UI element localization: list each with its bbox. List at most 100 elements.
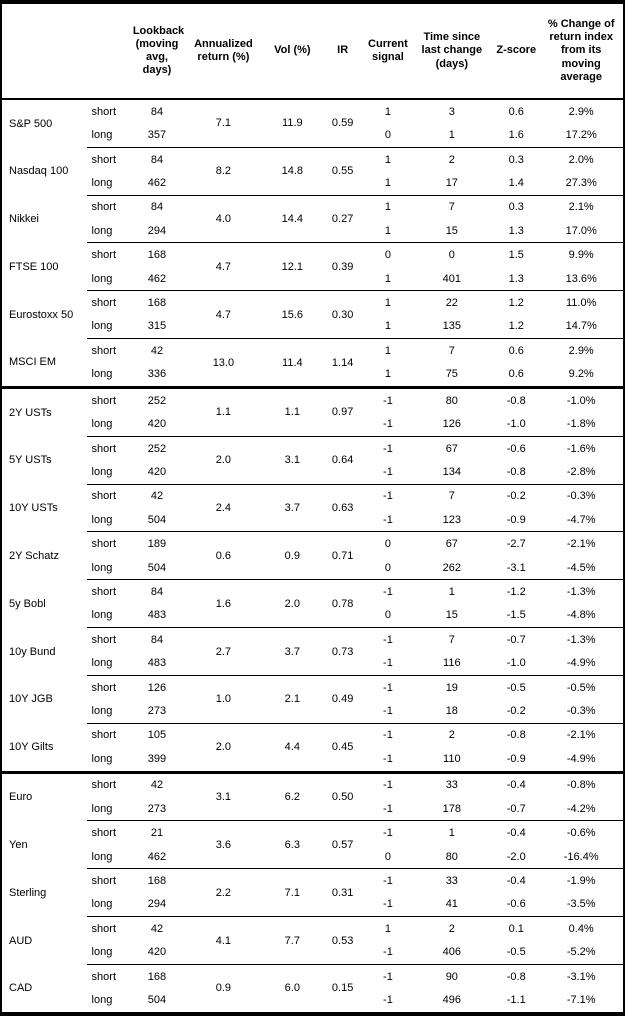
ir-cell: 0.39 (320, 242, 366, 291)
annualized-return-cell: 0.6 (182, 531, 265, 580)
row-label-cell: short (86, 483, 132, 509)
pct-change-cell: -1.3% (539, 627, 624, 652)
time-since-cell: 22 (410, 290, 494, 315)
asset-row-short: 2Y Schatz short 189 0.6 0.9 0.71 0 67 -2.7 -2.1% (1, 531, 624, 580)
vol-cell: 6.2 (264, 770, 320, 821)
pct-change-cell: -3.5% (566, 898, 596, 911)
row-label-cell: short (86, 963, 132, 989)
pct-change-cell: -5.2% (566, 946, 596, 959)
asset-name-cell: 5Y USTs (9, 454, 52, 467)
annualized-return-cell: 8.2 (182, 146, 265, 196)
row-label-cell: long (91, 752, 113, 765)
lookback-cell: 294 (147, 898, 167, 911)
asset-row-long: long 504 -1 123 -0.9 -4.7% (1, 508, 624, 532)
ir-cell: 0.45 (320, 722, 366, 773)
time-since-cell: 67 (410, 435, 494, 461)
annualized-return-cell: 3.6 (182, 820, 265, 869)
ir-cell: 0.27 (320, 194, 366, 243)
time-since-cell: 406 (442, 946, 461, 959)
pct-change-cell: -2.1% (539, 531, 624, 556)
column-header: Z-score (493, 2, 540, 100)
time-since-cell: 75 (445, 368, 458, 381)
row-label-cell: long (91, 994, 113, 1007)
z-score-cell: -1.1 (506, 994, 526, 1007)
z-score-cell: 0.3 (493, 146, 540, 172)
z-score-cell: -0.8 (493, 722, 540, 748)
lookback-cell: 504 (147, 561, 167, 574)
asset-row-short: 10Y Gilts short 105 2.0 4.4 0.45 -1 2 -0.8 -2.1% (1, 722, 624, 773)
asset-name-cell: 10Y Gilts (9, 740, 54, 753)
column-header: Lookback (moving avg, days) (131, 2, 184, 100)
asset-row-short: Sterling short 168 2.2 7.1 0.31 -1 33 -0.4 -1.9% (1, 868, 624, 917)
lookback-cell: 357 (147, 129, 167, 142)
lookback-cell: 483 (147, 657, 167, 670)
row-label-cell: long (91, 609, 113, 622)
ir-cell: 0.57 (320, 820, 366, 869)
pct-change-cell: -16.4% (563, 850, 599, 863)
z-score-cell: -0.4 (493, 770, 540, 798)
z-score-cell: 1.3 (508, 224, 524, 237)
z-score-cell: -0.8 (493, 385, 540, 413)
vol-cell: 2.0 (264, 579, 320, 628)
asset-name-cell: 10y Bund (9, 645, 56, 658)
time-since-cell: 80 (445, 850, 458, 863)
time-since-cell: 80 (410, 385, 494, 413)
z-score-cell: -0.2 (493, 483, 540, 509)
row-label-cell: long (91, 850, 113, 863)
ir-cell: 0.30 (320, 290, 366, 339)
lookback-cell: 315 (147, 320, 167, 333)
signal-cell: -1 (383, 898, 393, 911)
row-label-cell: short (86, 627, 132, 652)
row-label-cell: long (91, 272, 113, 285)
row-label-cell: short (86, 435, 132, 461)
asset-row-short: Yen short 21 3.6 6.3 0.57 -1 1 -0.4 -0.6% (1, 820, 624, 869)
lookback-cell: 420 (147, 946, 167, 959)
asset-row-short: 5Y USTs short 252 2.0 3.1 0.64 -1 67 -0.6 -1.6% (1, 435, 624, 485)
asset-row-short: Eurostoxx 50 short 168 4.7 15.6 0.30 1 22 1.2 11.… (1, 290, 624, 339)
signal-cell: 1 (384, 105, 391, 118)
lookback-cell: 84 (131, 579, 183, 604)
asset-row-short: 10y Bund short 84 2.7 3.7 0.73 -1 7 -0.7 -1.3% (1, 627, 624, 676)
signal-cell: 0 (384, 609, 391, 622)
pct-change-cell: -0.5% (539, 674, 624, 700)
z-score-cell: -0.8 (493, 963, 540, 989)
signal-cell: 1 (365, 146, 411, 172)
asset-row-short: Nikkei short 84 4.0 14.4 0.27 1 7 0.3 2.1% (1, 194, 624, 243)
column-header: Vol (%) (264, 2, 320, 100)
vol-cell: 3.7 (264, 627, 320, 676)
lookback-cell: 462 (147, 272, 167, 285)
signal-cell: -1 (383, 657, 393, 670)
annualized-return-cell: 2.7 (182, 627, 265, 676)
lookback-cell: 42 (131, 916, 183, 941)
z-score-cell: 0.6 (493, 338, 540, 363)
annualized-return-cell: 13.0 (182, 338, 265, 388)
pct-change-cell: -3.1% (539, 963, 624, 989)
asset-row-long: long 294 -1 41 -0.6 -3.5% (1, 893, 624, 917)
pct-change-cell: -4.5% (566, 561, 596, 574)
signal-cell: -1 (383, 418, 393, 431)
signal-cell: 1 (365, 290, 411, 315)
signal-cell: 0 (365, 242, 411, 267)
asset-row-long: long 462 1 17 1.4 27.3% (1, 171, 624, 195)
z-score-cell: -0.4 (493, 868, 540, 893)
time-since-cell: 67 (410, 531, 494, 556)
z-score-cell: 0.3 (493, 194, 540, 220)
lookback-cell: 252 (131, 385, 183, 413)
time-since-cell: 19 (410, 674, 494, 700)
column-header: IR (320, 2, 366, 100)
z-score-cell: 0.1 (493, 916, 540, 941)
asset-row-long: long 357 0 1 1.6 17.2% (1, 123, 624, 147)
lookback-cell: 126 (131, 674, 183, 700)
annualized-return-cell: 3.1 (182, 770, 265, 821)
vol-cell: 11.4 (264, 338, 320, 388)
column-header: Time since last change (days) (410, 2, 494, 100)
signal-cell: -1 (365, 579, 411, 604)
z-score-cell: -2.0 (506, 850, 526, 863)
signal-cell: -1 (383, 465, 393, 478)
pct-change-cell: 2.9% (539, 338, 624, 363)
z-score-cell: -0.2 (506, 705, 526, 718)
pct-change-cell: 13.6% (565, 272, 597, 285)
signal-cell: 1 (365, 338, 411, 363)
asset-row-long: long 483 0 15 -1.5 -4.8% (1, 604, 624, 628)
